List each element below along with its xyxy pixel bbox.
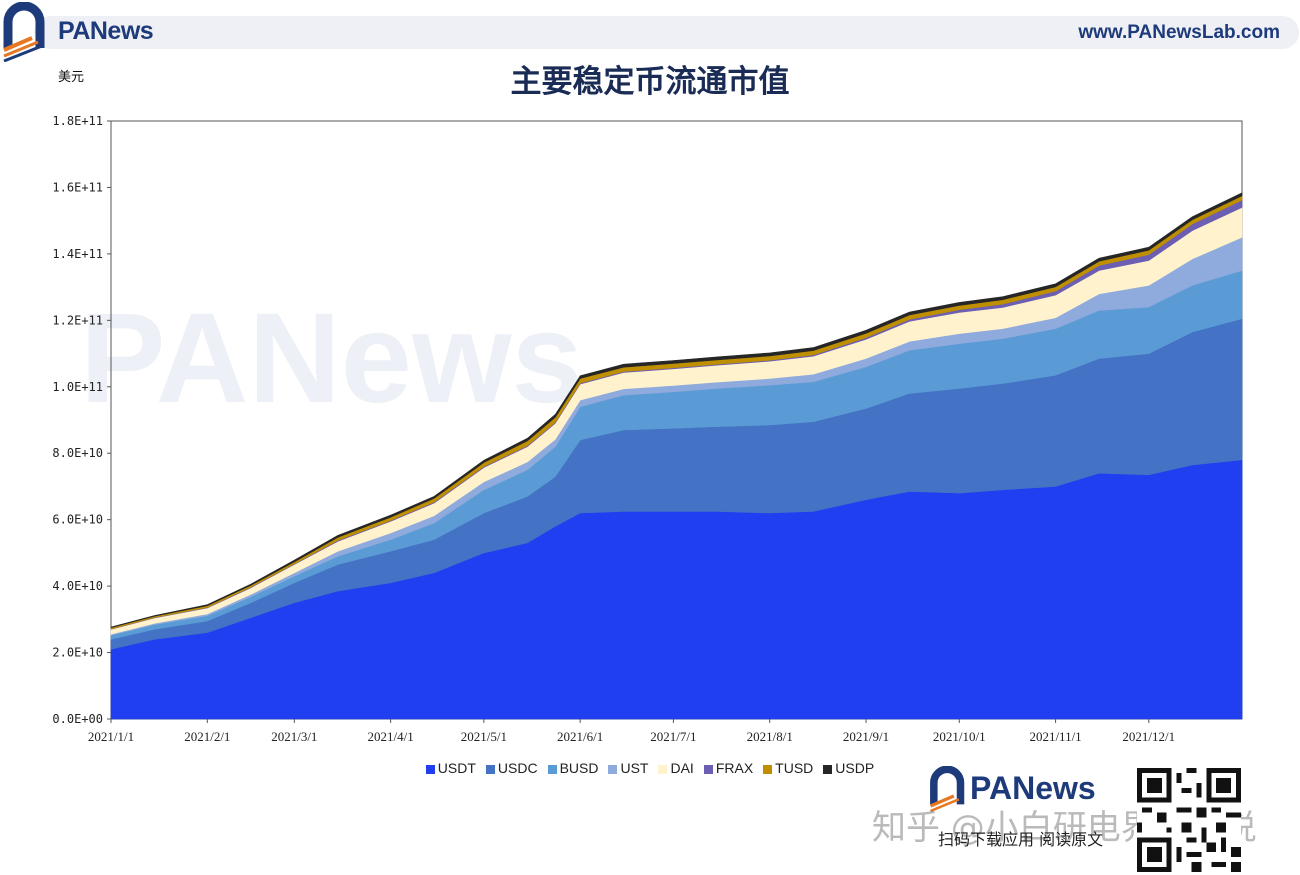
y-axis: 0.0E+00 2.0E+10 4.0E+10 6.0E+10 8.0E+10 1.0E+… (52, 114, 111, 726)
legend-label: BUSD (559, 760, 599, 776)
legend-swatch (547, 764, 557, 774)
legend-label: USDC (497, 760, 538, 776)
x-tick-label: 2021/11/1 (1029, 729, 1081, 744)
legend: USDT USDC BUSD UST DAI FRAX TUSD USDP (0, 760, 1300, 776)
footer-logo-icon (929, 766, 965, 813)
y-tick-label: 2.0E+10 (52, 646, 103, 660)
legend-item-busd: BUSD (547, 760, 599, 776)
y-tick-label: 1.4E+11 (52, 247, 103, 261)
area-series-group (110, 192, 1243, 720)
x-tick-label: 2021/8/1 (747, 729, 793, 744)
x-tick-label: 2021/5/1 (461, 729, 507, 744)
chart-title: 主要稳定币流通市值 (510, 64, 790, 100)
x-tick-label: 2021/1/1 (88, 729, 134, 744)
y-tick-label: 6.0E+10 (52, 513, 103, 527)
legend-item-dai: DAI (658, 760, 694, 776)
qr-code-icon[interactable] (1136, 768, 1242, 872)
x-tick-label: 2021/3/1 (271, 729, 317, 744)
legend-label: FRAX (715, 760, 754, 776)
y-tick-label: 1.2E+11 (52, 313, 103, 327)
legend-label: USDT (437, 760, 476, 776)
y-tick-label: 1.8E+11 (52, 114, 103, 128)
legend-swatch (425, 764, 435, 774)
legend-item-frax: FRAX (703, 760, 754, 776)
legend-item-usdp: USDP (823, 760, 874, 776)
footer-tagline: 扫码下载应用 阅读原文 (938, 830, 1104, 849)
legend-swatch (608, 764, 618, 774)
x-tick-label: 2021/12/1 (1122, 729, 1175, 744)
area-usdp (110, 192, 1243, 628)
x-tick-label: 2021/2/1 (184, 729, 230, 744)
legend-label: UST (620, 760, 649, 776)
x-tick-label: 2021/4/1 (368, 729, 414, 744)
y-tick-label: 1.6E+11 (52, 180, 103, 194)
y-axis-unit: 美元 (58, 70, 85, 85)
legend-label: TUSD (775, 760, 814, 776)
legend-swatch (823, 764, 833, 774)
header-bar: PANews www.PANewsLab.com (0, 0, 1300, 62)
legend-swatch (763, 764, 773, 774)
x-axis: 2021/1/1 2021/2/1 2021/3/1 2021/4/1 2021/5/1… (88, 719, 1175, 744)
legend-item-ust: UST (608, 760, 648, 776)
header-brand: PANews (58, 17, 154, 45)
panews-logo-icon (3, 2, 45, 62)
legend-label: DAI (670, 760, 694, 776)
x-tick-label: 2021/9/1 (843, 729, 889, 744)
x-tick-label: 2021/6/1 (557, 729, 603, 744)
legend-item-usdc: USDC (485, 760, 538, 776)
header-pill (34, 16, 1299, 49)
legend-swatch (485, 764, 495, 774)
y-tick-label: 1.0E+11 (52, 380, 103, 394)
y-tick-label: 8.0E+10 (52, 446, 103, 460)
y-tick-label: 4.0E+10 (52, 579, 103, 593)
legend-label: USDP (835, 760, 875, 776)
header-url[interactable]: www.PANewsLab.com (1078, 22, 1280, 43)
x-tick-label: 2021/7/1 (650, 729, 696, 744)
x-tick-label: 2021/10/1 (933, 729, 986, 744)
legend-item-usdt: USDT (425, 760, 476, 776)
legend-item-tusd: TUSD (763, 760, 813, 776)
legend-swatch (658, 764, 668, 774)
legend-swatch (703, 764, 713, 774)
footer-brand: PANews (970, 770, 1096, 806)
y-tick-label: 0.0E+00 (52, 712, 103, 726)
